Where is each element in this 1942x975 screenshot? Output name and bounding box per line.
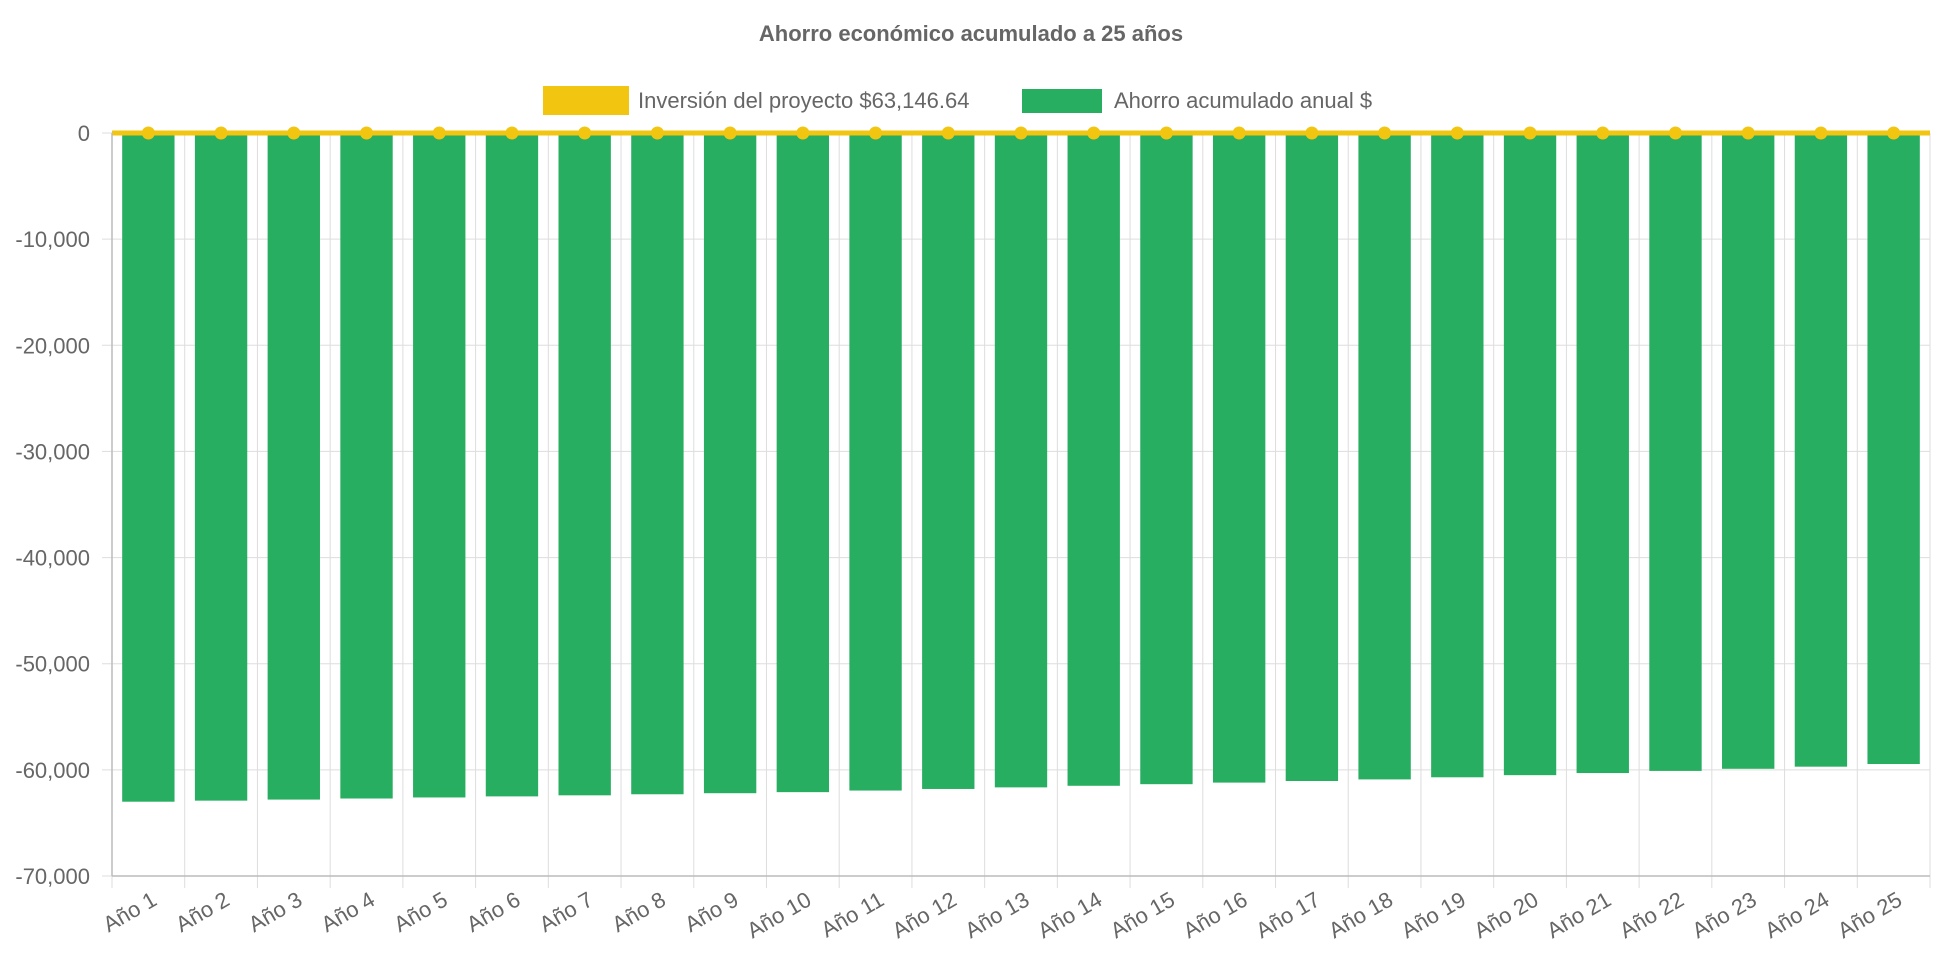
- x-tick-label: Año 8: [608, 887, 670, 937]
- bar-ahorro-22[interactable]: [1649, 133, 1702, 771]
- investment-point-3[interactable]: [287, 126, 301, 140]
- x-tick-label: Año 13: [961, 887, 1034, 944]
- investment-point-19[interactable]: [1450, 126, 1464, 140]
- investment-point-9[interactable]: [723, 126, 737, 140]
- investment-point-11[interactable]: [869, 126, 883, 140]
- x-tick-label: Año 25: [1833, 887, 1906, 944]
- investment-point-20[interactable]: [1523, 126, 1537, 140]
- x-tick-label: Año 2: [171, 887, 233, 937]
- bar-ahorro-23[interactable]: [1722, 133, 1775, 769]
- investment-point-6[interactable]: [505, 126, 519, 140]
- bar-ahorro-9[interactable]: [703, 133, 757, 794]
- x-tick-label: Año 23: [1688, 887, 1761, 944]
- x-tick-label: Año 15: [1106, 887, 1179, 944]
- x-tick-label: Año 1: [99, 887, 161, 937]
- bar-ahorro-19[interactable]: [1431, 133, 1484, 778]
- bar-ahorro-15[interactable]: [1140, 133, 1193, 785]
- bar-ahorro-1[interactable]: [122, 133, 175, 802]
- y-tick-label: -40,000: [15, 546, 90, 571]
- legend-label-investment: Inversión del proyecto $63,146.64: [638, 88, 969, 113]
- investment-point-7[interactable]: [578, 126, 592, 140]
- y-tick-label: -70,000: [15, 864, 90, 889]
- investment-point-23[interactable]: [1741, 126, 1755, 140]
- bar-ahorro-12[interactable]: [922, 133, 975, 789]
- bar-ahorro-6[interactable]: [485, 133, 539, 797]
- investment-point-5[interactable]: [432, 126, 446, 140]
- investment-point-16[interactable]: [1232, 126, 1246, 140]
- bar-ahorro-10[interactable]: [776, 133, 830, 793]
- investment-point-15[interactable]: [1159, 126, 1173, 140]
- investment-point-4[interactable]: [360, 126, 374, 140]
- x-tick-label: Año 19: [1397, 887, 1470, 944]
- bar-ahorro-21[interactable]: [1576, 133, 1629, 774]
- investment-point-18[interactable]: [1378, 126, 1392, 140]
- x-tick-label: Año 4: [317, 887, 379, 937]
- investment-point-12[interactable]: [941, 126, 955, 140]
- legend-item-investment[interactable]: Inversión del proyecto $63,146.64: [543, 86, 969, 115]
- y-tick-label: -50,000: [15, 652, 90, 677]
- x-tick-label: Año 12: [888, 887, 961, 944]
- x-tick-label: Año 3: [244, 887, 306, 937]
- x-tick-label: Año 21: [1542, 887, 1615, 944]
- investment-point-1[interactable]: [141, 126, 155, 140]
- investment-point-22[interactable]: [1668, 126, 1682, 140]
- x-tick-label: Año 18: [1324, 887, 1397, 944]
- investment-point-24[interactable]: [1814, 126, 1828, 140]
- investment-point-13[interactable]: [1014, 126, 1028, 140]
- investment-point-8[interactable]: [650, 126, 664, 140]
- bar-ahorro-14[interactable]: [1067, 133, 1120, 786]
- bar-ahorro-24[interactable]: [1794, 133, 1848, 767]
- grid: [102, 132, 1931, 888]
- x-tick-label: Año 20: [1470, 887, 1543, 944]
- bar-ahorro-2[interactable]: [194, 133, 248, 801]
- bar-ahorro-18[interactable]: [1358, 133, 1411, 780]
- bar-ahorro-7[interactable]: [558, 133, 611, 796]
- x-tick-label: Año 11: [817, 887, 888, 943]
- legend-label-savings: Ahorro acumulado anual $: [1114, 88, 1372, 113]
- x-tick-label: Año 9: [680, 887, 742, 937]
- investment-point-21[interactable]: [1596, 126, 1610, 140]
- x-tick-label: Año 24: [1761, 887, 1834, 944]
- legend-item-savings[interactable]: Ahorro acumulado anual $: [1022, 88, 1372, 113]
- y-tick-label: 0: [78, 121, 90, 146]
- x-tick-label: Año 10: [742, 887, 815, 944]
- investment-point-10[interactable]: [796, 126, 810, 140]
- x-tick-label: Año 17: [1251, 887, 1324, 944]
- chart-title: Ahorro económico acumulado a 25 años: [759, 21, 1183, 46]
- x-tick-label: Año 14: [1033, 887, 1106, 944]
- bar-ahorro-16[interactable]: [1212, 133, 1266, 783]
- bar-ahorro-4[interactable]: [340, 133, 393, 799]
- y-tick-label: -30,000: [15, 439, 90, 464]
- legend-swatch-savings: [1022, 89, 1102, 113]
- bar-ahorro-8[interactable]: [631, 133, 684, 795]
- x-tick-label: Año 7: [535, 887, 597, 937]
- bar-ahorro-25[interactable]: [1867, 133, 1920, 765]
- bar-ahorro-11[interactable]: [849, 133, 902, 791]
- bar-ahorro-17[interactable]: [1285, 133, 1339, 782]
- bar-ahorro-20[interactable]: [1503, 133, 1557, 776]
- x-tick-label: Año 6: [462, 887, 524, 937]
- x-tick-label: Año 22: [1615, 887, 1688, 944]
- y-tick-label: -60,000: [15, 758, 90, 783]
- investment-point-14[interactable]: [1087, 126, 1101, 140]
- investment-point-25[interactable]: [1887, 126, 1901, 140]
- bar-ahorro-5[interactable]: [413, 133, 466, 798]
- investment-point-17[interactable]: [1305, 126, 1319, 140]
- legend: Inversión del proyecto $63,146.64 Ahorro…: [543, 86, 1372, 115]
- y-tick-label: -10,000: [15, 227, 90, 252]
- x-tick-label: Año 5: [389, 887, 451, 937]
- legend-swatch-investment: [543, 86, 629, 115]
- bar-ahorro-13[interactable]: [994, 133, 1048, 788]
- investment-point-2[interactable]: [214, 126, 228, 140]
- x-tick-label: Año 16: [1179, 887, 1252, 944]
- investment-line: [112, 126, 1930, 140]
- y-tick-label: -20,000: [15, 333, 90, 358]
- bars: [122, 133, 1920, 802]
- bar-ahorro-3[interactable]: [267, 133, 320, 800]
